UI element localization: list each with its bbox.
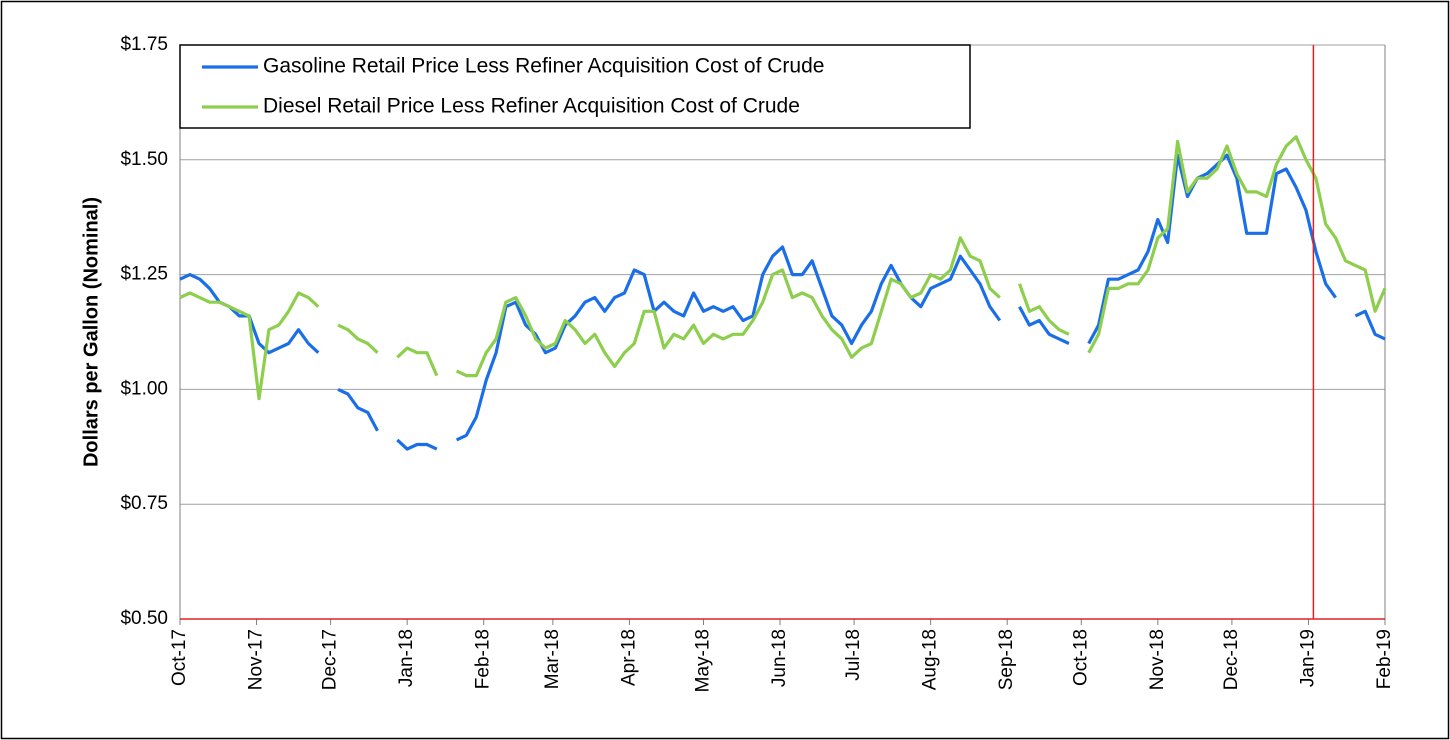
x-tick-label: Dec-17 — [320, 629, 341, 690]
legend-label: Diesel Retail Price Less Refiner Acquisi… — [263, 95, 800, 118]
x-tick-label: Feb-19 — [1374, 629, 1395, 689]
x-tick-label: Feb-18 — [473, 629, 494, 689]
x-tick-label: Nov-17 — [246, 629, 267, 690]
legend-box — [179, 44, 971, 129]
x-tick-label: Aug-18 — [920, 629, 941, 690]
y-tick-label: $0.50 — [120, 608, 168, 629]
y-tick-label: $1.50 — [120, 149, 168, 170]
x-tick-label: Jan-18 — [396, 629, 417, 687]
x-tick-label: Dec-18 — [1221, 629, 1242, 690]
x-tick-label: Oct-18 — [1070, 629, 1091, 686]
x-tick-label: Oct-17 — [169, 629, 190, 686]
y-tick-label: $1.75 — [120, 34, 168, 55]
x-tick-label: Nov-18 — [1147, 629, 1168, 690]
legend-label: Gasoline Retail Price Less Refiner Acqui… — [263, 55, 824, 78]
x-tick-label: Jan-19 — [1297, 629, 1318, 687]
x-tick-label: Apr-18 — [618, 629, 639, 686]
series-line — [179, 135, 1387, 401]
x-tick-label: Sep-18 — [996, 629, 1017, 690]
x-tick-label: Mar-18 — [542, 629, 563, 689]
y-axis-label: Dollars per Gallon (Nominal) — [80, 197, 102, 467]
x-tick-label: Jul-18 — [843, 629, 864, 681]
x-tick-label: Jun-18 — [769, 629, 790, 687]
x-tick-label: May-18 — [692, 629, 713, 692]
y-tick-label: $0.75 — [120, 493, 168, 514]
y-tick-label: $1.25 — [120, 264, 168, 285]
y-tick-label: $1.00 — [120, 378, 168, 399]
